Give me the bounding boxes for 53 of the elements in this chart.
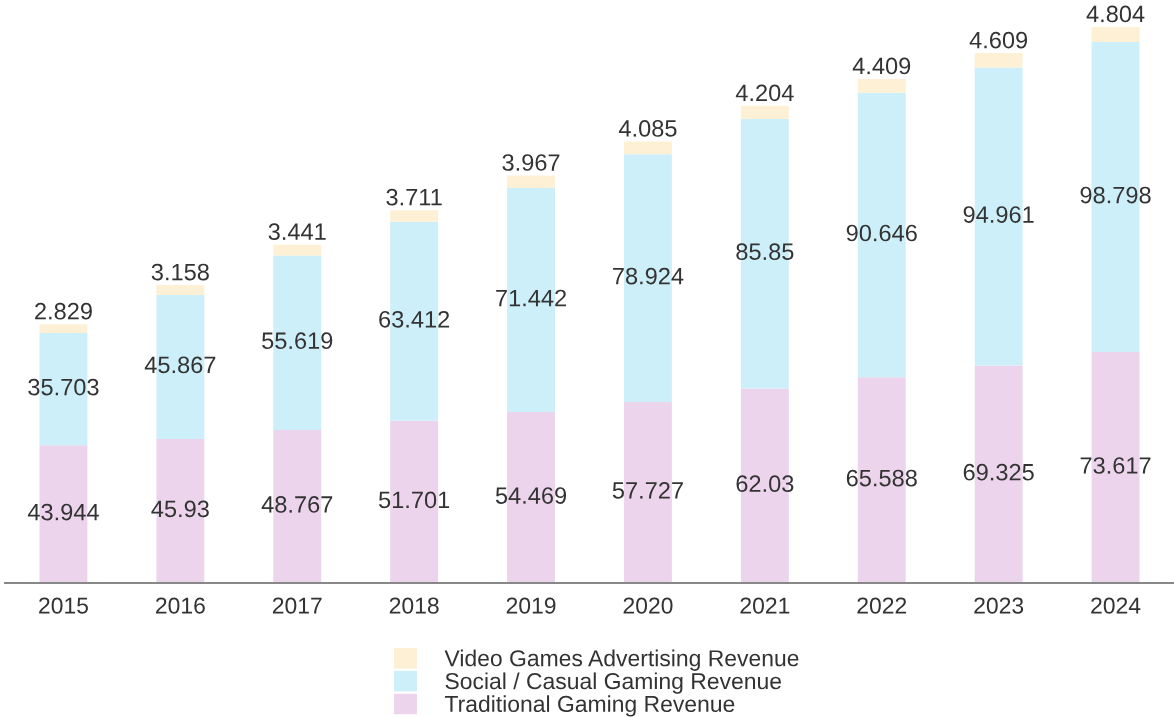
data-label: 4.204	[735, 84, 794, 102]
data-label: 69.325	[963, 463, 1034, 481]
data-label: 48.767	[261, 496, 333, 513]
bar	[1091, 27, 1140, 43]
bar	[273, 244, 322, 256]
data-label: 62.03	[736, 475, 794, 493]
data-label: 65.588	[846, 469, 917, 487]
x-tick-label: 2019	[506, 597, 556, 614]
data-label: 57.727	[612, 482, 683, 499]
data-label: 45.867	[144, 356, 216, 374]
x-tick-label: 2023	[974, 597, 1024, 614]
data-label: 2.829	[35, 302, 92, 320]
bar	[156, 285, 205, 295]
data-label: 98.798	[1080, 186, 1151, 204]
bar	[390, 210, 439, 222]
data-label: 55.619	[262, 332, 333, 350]
data-label: 3.967	[502, 154, 560, 171]
data-label: 3.158	[151, 263, 209, 281]
data-label: 4.609	[969, 31, 1028, 49]
data-label: 90.646	[846, 224, 917, 242]
bar	[623, 141, 672, 155]
x-tick-label: 2017	[272, 597, 322, 614]
data-label: 4.409	[852, 57, 911, 75]
legend-label: Social / Casual Gaming Revenue	[445, 672, 781, 694]
x-tick-label: 2015	[39, 597, 88, 614]
data-label: 71.442	[496, 289, 566, 307]
x-tick-label: 2016	[156, 597, 205, 614]
data-label: 63.412	[379, 310, 450, 328]
data-label: 85.85	[736, 243, 794, 261]
data-label: 4.085	[618, 120, 677, 137]
legend-label: Video Games Advertising Revenue	[444, 649, 799, 671]
bar	[39, 324, 88, 334]
data-label: 73.617	[1080, 457, 1151, 474]
data-label: 35.703	[28, 378, 99, 396]
data-label: 3.441	[268, 223, 326, 241]
legend-label: Traditional Gaming Revenue	[444, 695, 735, 717]
data-label: 43.944	[27, 503, 99, 521]
data-label: 3.711	[386, 188, 442, 206]
x-tick-label: 2021	[740, 597, 790, 614]
bar	[507, 175, 556, 188]
data-label: 45.93	[151, 500, 209, 518]
bar	[740, 105, 789, 120]
bar	[974, 53, 1023, 68]
x-tick-label: 2018	[389, 597, 439, 614]
x-tick-label: 2020	[623, 597, 673, 614]
data-label: 78.924	[613, 267, 684, 285]
data-label: 4.804	[1086, 5, 1145, 23]
bar	[857, 79, 906, 93]
x-tick-label: 2022	[857, 597, 907, 614]
x-tick-label: 2024	[1091, 597, 1141, 614]
data-label: 94.961	[963, 206, 1034, 223]
data-label: 51.701	[378, 491, 450, 509]
data-label: 54.469	[495, 487, 567, 504]
